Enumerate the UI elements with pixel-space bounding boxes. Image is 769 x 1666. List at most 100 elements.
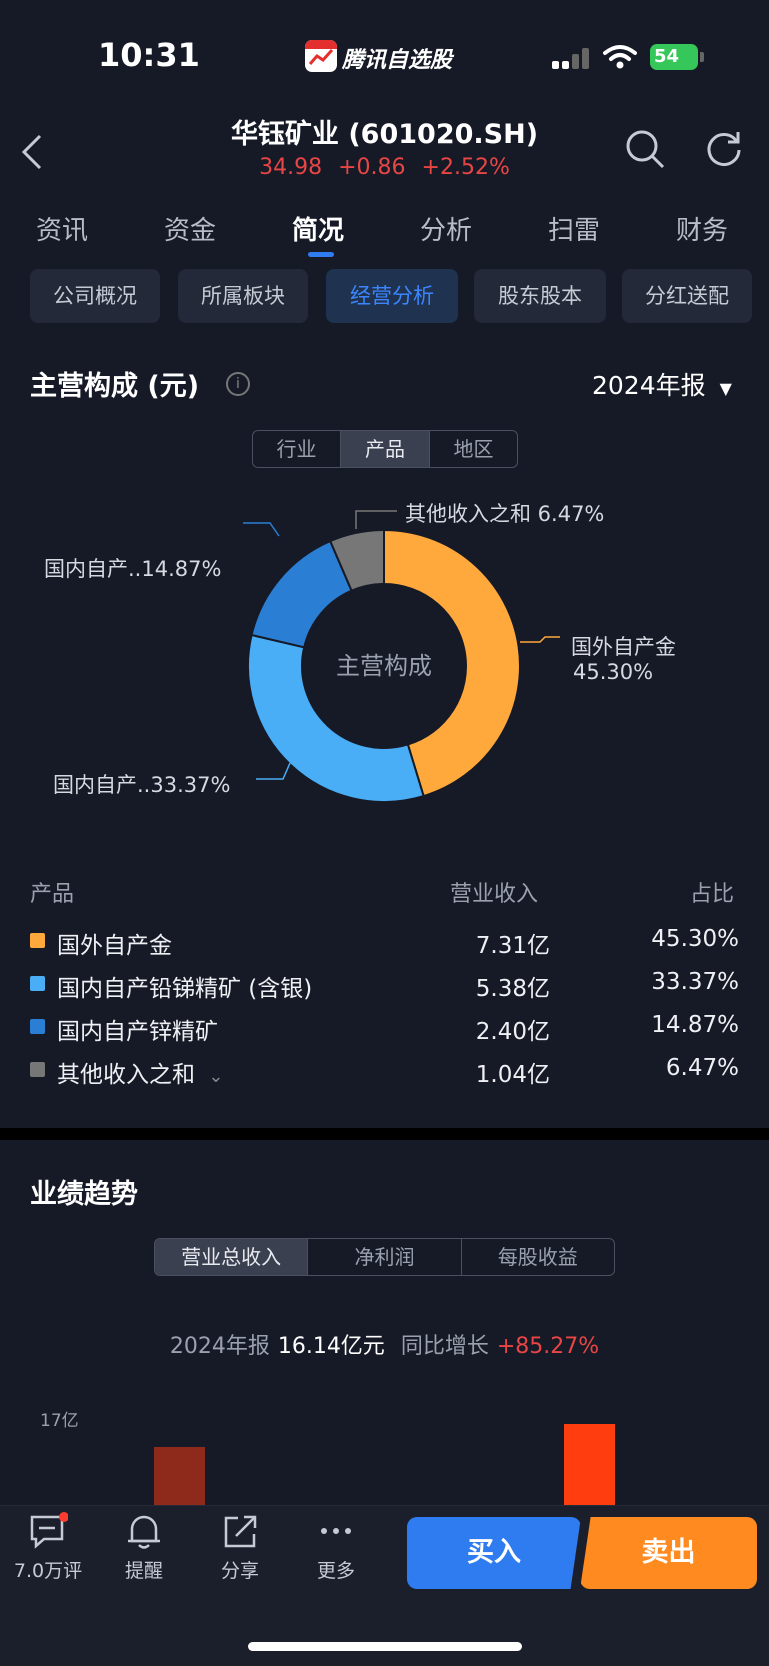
comment-icon (30, 1512, 68, 1549)
stock-title: 华钰矿业 (601020.SH) (230, 119, 539, 150)
trend-bar (564, 1424, 615, 1507)
more-icon (321, 1528, 351, 1534)
trend-segment: 营业总收入 净利润 每股收益 (154, 1238, 615, 1276)
row-revenue: 1.04亿 (475, 1062, 550, 1088)
back-icon[interactable] (20, 133, 44, 171)
leader-line-c (243, 522, 280, 537)
tab-risk[interactable]: 扫雷 (548, 216, 601, 246)
change-pct: +2.52% (421, 155, 510, 180)
stock-quote: 34.98 +0.86 +2.52% (0, 155, 769, 180)
pie-label-gold-pct: 45.30% (573, 660, 654, 684)
comments-label: 7.0万评 (13, 1560, 83, 1582)
seg-net-profit[interactable]: 净利润 (308, 1239, 462, 1275)
tab-news[interactable]: 资讯 (36, 216, 89, 246)
info-icon[interactable]: i (226, 372, 250, 396)
leader-line-b (256, 762, 291, 780)
sell-button[interactable]: 卖出 (580, 1517, 757, 1589)
subtab-shareholders[interactable]: 股东股本 (474, 269, 606, 323)
seg-revenue[interactable]: 营业总收入 (155, 1239, 309, 1275)
tab-finance[interactable]: 财务 (676, 216, 729, 246)
legend-dot (30, 1062, 45, 1077)
donut-slice-1[interactable] (247, 633, 425, 803)
remind-label: 提醒 (124, 1560, 163, 1582)
row-ratio: 6.47% (665, 1055, 739, 1081)
remind-button[interactable]: 提醒 (104, 1512, 184, 1583)
subtab-operations[interactable]: 经营分析 (326, 269, 458, 323)
more-label: 更多 (316, 1560, 355, 1582)
row-revenue: 2.40亿 (475, 1019, 550, 1045)
row-name: 国内自产铅锑精矿 (含银) (57, 976, 313, 1002)
app-name: 腾讯自选股 (342, 48, 453, 73)
home-indicator (248, 1642, 522, 1651)
search-icon[interactable] (624, 128, 666, 170)
col-header-ratio: 占比 (690, 882, 735, 907)
y-tick-label: 17亿 (40, 1411, 79, 1431)
leader-line-a (520, 636, 560, 643)
row-revenue: 7.31亿 (475, 933, 550, 959)
row-ratio: 33.37% (651, 969, 739, 995)
share-icon (224, 1515, 257, 1548)
row-ratio: 45.30% (651, 926, 739, 952)
change: +0.86 (338, 155, 406, 180)
row-other-expand[interactable]: 其他收入之和 ⌄ (57, 1055, 223, 1089)
trend-title: 业绩趋势 (30, 1179, 138, 1210)
refresh-icon[interactable] (704, 128, 744, 168)
subtab-sectors[interactable]: 所属板块 (178, 269, 308, 323)
donut-slice-0[interactable] (383, 528, 521, 798)
app-logo-icon (305, 40, 337, 72)
legend-dot (30, 933, 45, 948)
tab-indicator (308, 252, 334, 257)
bell-icon (128, 1515, 160, 1549)
row-ratio: 14.87% (651, 1012, 739, 1038)
share-button[interactable]: 分享 (200, 1512, 280, 1583)
seg-product[interactable]: 产品 (341, 431, 430, 467)
trend-bar (154, 1447, 205, 1507)
trend-yoy-label: 同比增长 (400, 1334, 489, 1359)
trend-summary: 2024年报 16.14亿元 同比增长 +85.27% (0, 1328, 769, 1360)
tab-funds[interactable]: 资金 (164, 216, 217, 246)
trend-period: 2024年报 (169, 1334, 270, 1359)
pie-label-gold-name: 国外自产金 (571, 635, 676, 659)
caret-down-icon: ▼ (719, 379, 732, 398)
row-name: 国内自产锌精矿 (57, 1019, 218, 1045)
price: 34.98 (259, 155, 323, 180)
chevron-down-icon: ⌄ (208, 1066, 224, 1087)
period-select[interactable]: 2024年报 ▼ (592, 366, 732, 402)
section-divider (0, 1128, 769, 1140)
col-header-revenue: 营业收入 (450, 882, 539, 907)
buy-button[interactable]: 买入 (407, 1517, 581, 1589)
leader-line-d (355, 510, 397, 529)
battery-icon: 54 (650, 44, 698, 70)
legend-dot (30, 1019, 45, 1034)
share-label: 分享 (220, 1560, 259, 1582)
row-name: 国外自产金 (57, 933, 172, 959)
donut-slice-3[interactable] (328, 528, 385, 592)
row-revenue: 5.38亿 (475, 976, 550, 1002)
subtab-overview[interactable]: 公司概况 (30, 269, 160, 323)
legend-dot (30, 976, 45, 991)
composition-segment: 行业 产品 地区 (252, 430, 518, 468)
wifi-icon (603, 45, 637, 69)
donut-center-label: 主营构成 (336, 652, 432, 680)
signal-icon (552, 48, 589, 69)
trend-yoy: +85.27% (496, 1334, 600, 1359)
status-time: 10:31 (98, 36, 200, 74)
col-header-product: 产品 (30, 882, 75, 907)
tab-profile[interactable]: 简况 (292, 216, 345, 246)
seg-region[interactable]: 地区 (453, 437, 494, 461)
pie-label-zinc: 国内自产..14.87% (44, 557, 222, 581)
trend-value: 16.14亿元 (277, 1334, 385, 1359)
battery-cap (700, 52, 704, 62)
composition-donut: 主营构成 (243, 510, 560, 803)
comments-button[interactable]: 7.0万评 (8, 1512, 88, 1583)
composition-title: 主营构成 (元) (30, 371, 200, 402)
seg-industry[interactable]: 行业 (253, 431, 341, 467)
seg-eps[interactable]: 每股收益 (497, 1245, 578, 1269)
row-name: 其他收入之和 (57, 1062, 195, 1088)
more-button[interactable]: 更多 (296, 1512, 376, 1583)
tab-analysis[interactable]: 分析 (420, 216, 473, 246)
period-label: 2024年报 (592, 371, 706, 400)
pie-label-lead: 国内自产..33.37% (53, 773, 231, 797)
subtab-dividends[interactable]: 分红送配 (622, 269, 752, 323)
pie-label-other: 其他收入之和 6.47% (405, 502, 605, 526)
